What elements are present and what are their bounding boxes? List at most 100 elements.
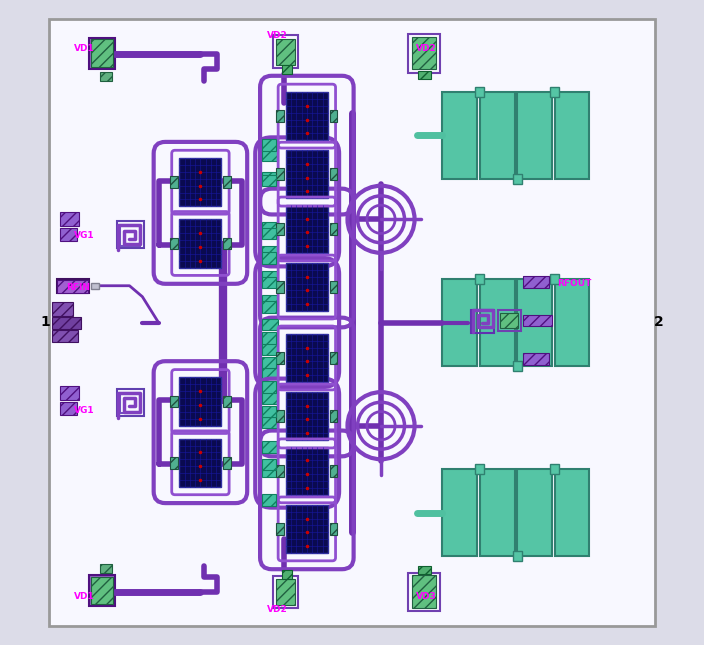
Bar — [329, 223, 337, 235]
Bar — [442, 92, 477, 179]
Bar — [329, 168, 337, 180]
Text: VD2: VD2 — [268, 605, 288, 614]
Bar — [550, 86, 559, 97]
Text: 2: 2 — [653, 315, 663, 330]
Text: VD1: VD1 — [74, 592, 95, 601]
Bar — [479, 279, 515, 366]
Bar — [276, 579, 295, 605]
Bar — [329, 410, 337, 422]
Bar — [276, 110, 284, 122]
Bar — [262, 441, 278, 453]
Bar — [523, 276, 548, 288]
Bar — [501, 313, 518, 328]
Bar — [517, 279, 552, 366]
Bar — [262, 332, 276, 344]
Bar — [513, 361, 522, 372]
Bar — [442, 470, 477, 556]
Bar — [117, 389, 144, 416]
Bar — [286, 392, 328, 440]
Bar — [550, 464, 559, 475]
Bar — [180, 377, 221, 426]
Bar — [52, 302, 73, 316]
Bar — [517, 92, 552, 179]
Bar — [272, 576, 298, 608]
Bar — [101, 564, 112, 573]
Bar — [262, 139, 276, 151]
Bar — [262, 417, 278, 428]
Bar — [52, 317, 81, 329]
Bar — [223, 176, 231, 188]
Bar — [286, 150, 328, 199]
Bar — [329, 352, 337, 364]
Bar — [475, 86, 484, 97]
Bar — [89, 38, 115, 69]
Bar — [170, 176, 177, 188]
Bar — [498, 310, 521, 331]
Bar — [286, 447, 328, 495]
Bar — [329, 523, 337, 535]
Bar — [329, 110, 337, 122]
Bar — [276, 523, 284, 535]
Bar — [272, 35, 298, 68]
Bar — [101, 72, 112, 81]
Bar — [523, 315, 552, 326]
Bar — [92, 577, 113, 604]
Bar — [276, 352, 284, 364]
Bar — [262, 494, 276, 506]
Bar — [517, 470, 552, 556]
Bar — [523, 353, 548, 365]
Bar — [412, 37, 436, 69]
Bar — [117, 221, 144, 248]
Bar — [61, 228, 77, 241]
Bar — [180, 439, 221, 487]
Bar — [262, 277, 276, 288]
Bar — [329, 465, 337, 477]
Text: VD2: VD2 — [268, 31, 288, 40]
Bar — [262, 150, 278, 161]
Bar — [120, 225, 140, 246]
Text: VD3: VD3 — [416, 592, 436, 601]
Bar — [262, 357, 276, 368]
Bar — [418, 71, 432, 79]
Bar — [262, 246, 278, 258]
Text: VG1: VG1 — [74, 406, 94, 415]
Bar — [262, 381, 276, 393]
Bar — [276, 410, 284, 422]
Bar — [61, 386, 79, 400]
Bar — [52, 330, 78, 342]
Bar — [408, 34, 441, 73]
Text: VD2: VD2 — [416, 44, 436, 53]
Bar — [555, 279, 589, 366]
Text: VD1: VD1 — [74, 44, 95, 53]
Bar — [286, 505, 328, 553]
Bar — [61, 402, 77, 415]
Bar — [262, 466, 278, 477]
Bar — [471, 310, 494, 333]
Bar — [223, 457, 231, 468]
Bar — [513, 551, 522, 561]
Bar — [170, 395, 177, 408]
Bar — [262, 295, 278, 307]
Bar — [286, 263, 328, 312]
Bar — [262, 175, 276, 186]
Bar — [418, 566, 432, 574]
Bar — [262, 406, 276, 417]
Bar — [57, 280, 88, 293]
Bar — [262, 228, 276, 239]
Bar — [555, 92, 589, 179]
Bar — [262, 319, 278, 330]
Bar — [223, 237, 231, 249]
Bar — [180, 158, 221, 206]
Bar — [475, 464, 484, 475]
Bar — [475, 273, 484, 284]
Bar — [329, 281, 337, 293]
Bar — [412, 575, 436, 608]
Bar — [56, 279, 89, 293]
Text: RFOUT: RFOUT — [558, 279, 592, 288]
Bar — [61, 212, 79, 226]
Bar — [262, 252, 276, 264]
Bar — [180, 219, 221, 268]
Bar — [120, 393, 140, 413]
Bar — [262, 172, 278, 184]
Bar — [286, 92, 328, 140]
